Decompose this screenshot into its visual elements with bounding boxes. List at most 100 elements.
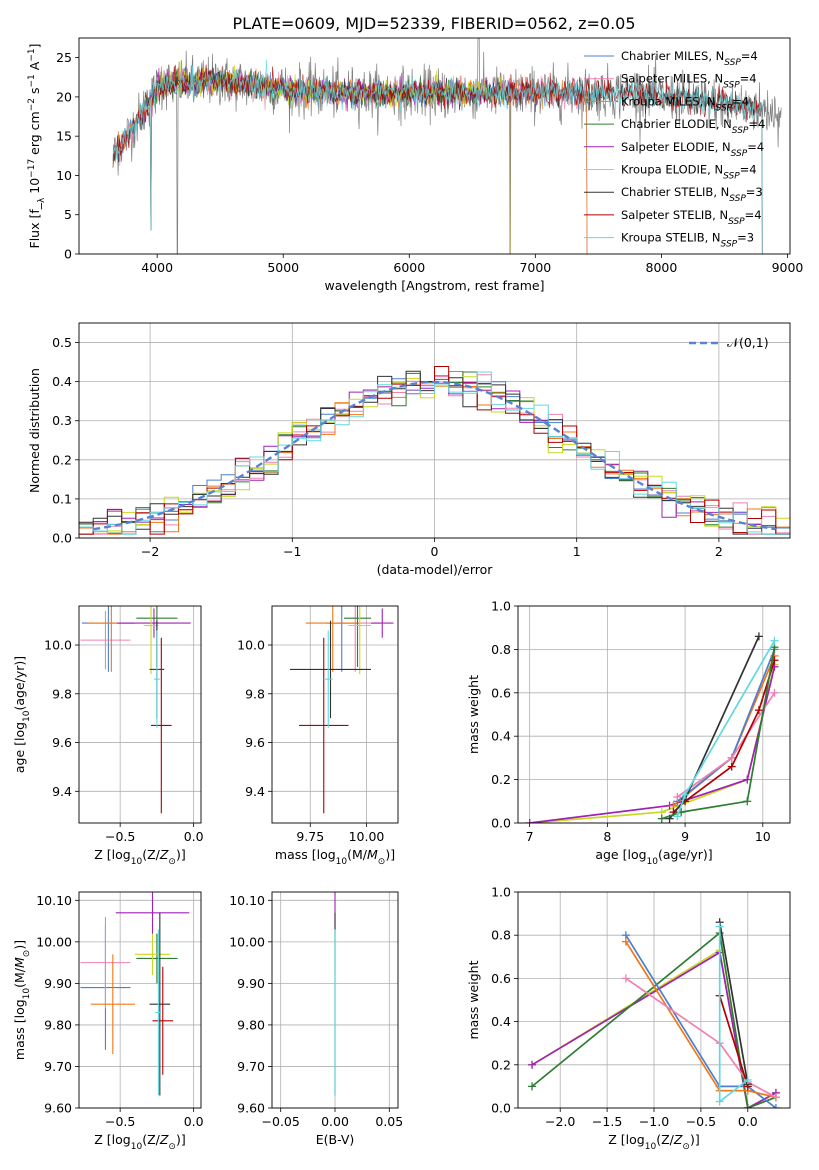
y-tick-label: 9.8 [245, 686, 265, 701]
y-axis-label: Normed distribution [27, 368, 42, 493]
y-tick-label: 9.80 [44, 1017, 72, 1032]
y-tick-label: 9.8 [52, 686, 72, 701]
figure-title: PLATE=0609, MJD=52339, FIBERID=0562, z=0… [232, 14, 635, 33]
x-tick-label: −2 [141, 544, 159, 559]
gaussian-reference-curve [93, 380, 776, 531]
x-tick-label: 7 [526, 829, 534, 844]
mass-weight-series [715, 922, 752, 1106]
legend-entry: Kroupa ELODIE, NSSP=4 [621, 163, 757, 182]
y-tick-label: 0.8 [491, 928, 511, 943]
residuals-plot-area [79, 366, 790, 538]
x-tick-label: 0.00 [321, 1114, 349, 1129]
y-tick-label: 9.70 [237, 1059, 265, 1074]
age_vs_Z-plot-area [80, 606, 191, 814]
errorbar-point [143, 606, 159, 675]
x-tick-label: 9.75 [296, 829, 324, 844]
y-tick-label: 0.0 [491, 1101, 511, 1116]
x-tick-label: −0.5 [105, 1114, 135, 1129]
x-tick-label: 10.00 [349, 829, 385, 844]
y-tick-label: 9.4 [245, 784, 265, 799]
axes-frame [517, 891, 791, 1109]
x-axis-label: (data-model)/error [377, 562, 494, 577]
y-tick-label: 0.8 [491, 642, 511, 657]
y-tick-label: 10 [56, 168, 72, 183]
x-axis-label: E(B-V) [316, 1132, 355, 1147]
y-tick-label: 9.70 [44, 1059, 72, 1074]
mass-weight-series [657, 643, 779, 823]
legend-entry: Kroupa MILES, NSSP=4 [621, 94, 749, 113]
x-tick-label: 0 [431, 544, 439, 559]
mass_vs_ebv-panel: −0.05 0.00 0.05 9.60 9.70 9.80 9.90 10.00 10.10 E… [229, 891, 403, 1147]
weight_vs_age-panel: 7 8 9 10 0.0 0.2 0.4 0.6 0.8 1.0 age [log10(age/yr… [466, 599, 791, 867]
x-tick-label: 4000 [141, 260, 173, 275]
y-tick-label: 0.4 [491, 1014, 511, 1029]
y-tick-label: 9.60 [44, 1101, 72, 1116]
y-tick-label: 15 [56, 129, 72, 144]
x-tick-label: 5000 [267, 260, 299, 275]
x-tick-label: 1 [573, 544, 581, 559]
errorbar-point [305, 606, 360, 672]
y-axis-label: mass weight [466, 960, 481, 1039]
errorbar-point [155, 929, 162, 1096]
y-tick-label: 0.2 [52, 452, 72, 467]
y-axis-label: mass weight [466, 675, 481, 754]
y-tick-label: 9.90 [237, 976, 265, 991]
x-tick-label: 8000 [646, 260, 678, 275]
mass-weight-series [669, 651, 779, 810]
y-tick-label: 0.0 [52, 531, 72, 546]
x-tick-label: −1 [283, 544, 301, 559]
errorbar-point [134, 933, 171, 976]
x-tick-label: −0.5 [105, 829, 135, 844]
errorbar-point [136, 933, 178, 984]
x-tick-label: 6000 [393, 260, 425, 275]
y-tick-label: 10.10 [36, 893, 72, 908]
weight_vs_Z-plot-area [528, 918, 780, 1108]
y-tick-label: 9.80 [237, 1017, 265, 1032]
legend-entry: Chabrier ELODIE, NSSP=4 [621, 117, 765, 136]
mass_vs_Z-panel: −0.5 0.0 9.60 9.70 9.80 9.90 10.00 10.10 Z [log1… [12, 891, 204, 1152]
y-tick-label: 10.00 [36, 934, 72, 949]
mass-weight-series [673, 636, 779, 821]
axes-frame [78, 37, 791, 255]
x-tick-label: 9000 [772, 260, 804, 275]
y-tick-label: 9.4 [52, 784, 72, 799]
model-spectrum-line [112, 59, 763, 254]
x-tick-label: 7000 [519, 260, 551, 275]
x-tick-label: −1.0 [639, 1114, 669, 1129]
x-axis-label: mass [log10(M/M⊙)] [275, 847, 395, 867]
legend-entry: Salpeter MILES, NSSP=4 [621, 72, 757, 91]
errorbar-point [323, 630, 333, 728]
legend-entry: Chabrier STELIB, NSSP=3 [621, 185, 763, 204]
x-tick-label: 8 [603, 829, 611, 844]
y-tick-label: 0.0 [491, 816, 511, 831]
legend-entry: Salpeter ELODIE, NSSP=4 [621, 140, 764, 159]
errorbar-point [153, 630, 160, 728]
errorbar-point [80, 610, 131, 670]
y-tick-label: 10.0 [44, 638, 72, 653]
residual-histogram [79, 371, 790, 538]
x-axis-label: wavelength [Angstrom, rest frame] [324, 278, 544, 293]
axes-frame [78, 322, 791, 539]
errorbar-point [90, 954, 135, 1054]
mass-weight-series [673, 688, 779, 801]
y-tick-label: 0.3 [52, 413, 72, 428]
errorbar-point [371, 608, 394, 638]
axes-frame [517, 605, 791, 824]
errorbar-point [80, 916, 131, 1009]
errorbar-point [348, 606, 371, 675]
y-axis-label: age [log10(age/yr)] [12, 656, 32, 773]
y-tick-label: 9.90 [44, 976, 72, 991]
legend-entry: Salpeter STELIB, NSSP=4 [621, 208, 762, 227]
y-tick-label: 9.60 [237, 1101, 265, 1116]
x-tick-label: 9 [681, 829, 689, 844]
errorbar-point [151, 637, 172, 814]
x-tick-label: −0.05 [262, 1114, 300, 1129]
spectrum-panel: 4000 5000 6000 7000 8000 9000 0 5 10 15 20 25 wavele… [27, 37, 804, 293]
mass_vs_Z-plot-area [80, 892, 190, 1096]
y-axis-label: mass [log10(M/M⊙)] [12, 940, 32, 1060]
y-tick-label: 9.6 [52, 735, 72, 750]
weight_vs_age-plot-area [525, 632, 779, 823]
axes-frame [271, 605, 399, 824]
mass-weight-series [665, 632, 763, 823]
y-tick-label: 0.6 [491, 971, 511, 986]
